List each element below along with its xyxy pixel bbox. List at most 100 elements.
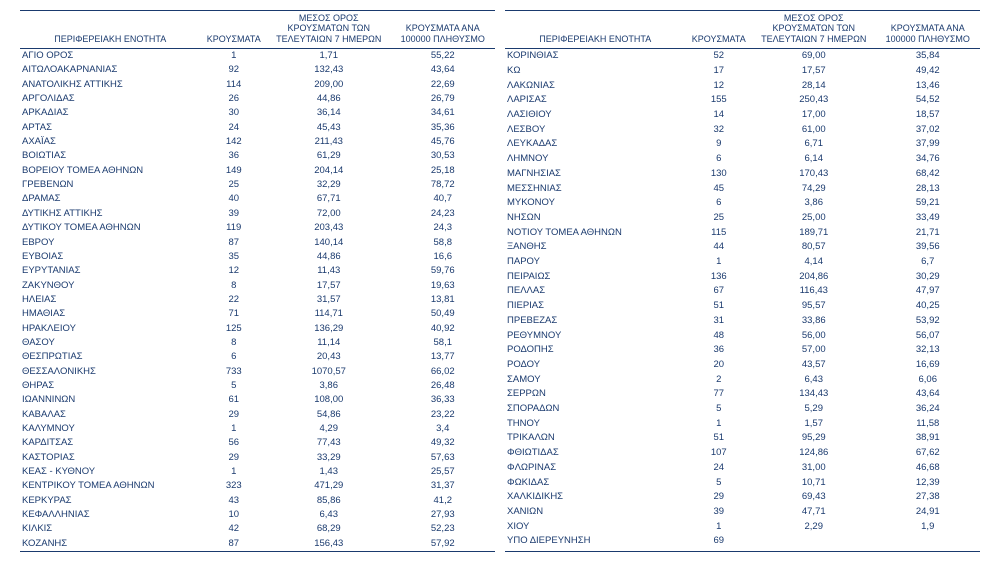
- cell-region: ΘΗΡΑΣ: [20, 379, 201, 393]
- cell-cases: 36: [201, 149, 268, 163]
- table-row: ΞΑΝΘΗΣ4480,5739,56: [505, 240, 980, 255]
- table-row: ΣΕΡΡΩΝ77134,4343,64: [505, 387, 980, 402]
- cell-cases: 22: [201, 293, 268, 307]
- cell-region: ΠΡΕΒΕΖΑΣ: [505, 314, 686, 329]
- cell-cases: 52: [686, 49, 753, 64]
- cell-per100k: 23,22: [391, 408, 496, 422]
- table-row: ΝΗΣΩΝ2525,0033,49: [505, 211, 980, 226]
- cell-region: ΡΟΔΟΥ: [505, 358, 686, 373]
- cell-per100k: 47,97: [876, 284, 981, 299]
- cell-avg7: 209,00: [267, 78, 391, 92]
- cell-region: ΤΗΝΟΥ: [505, 417, 686, 432]
- table-row: ΠΕΛΛΑΣ67116,4347,97: [505, 284, 980, 299]
- cell-avg7: 80,57: [752, 240, 876, 255]
- cell-cases: 29: [686, 490, 753, 505]
- table-row: ΡΟΔΟΠΗΣ3657,0032,13: [505, 343, 980, 358]
- cell-cases: 6: [201, 350, 268, 364]
- cell-per100k: 55,22: [391, 49, 496, 64]
- cell-cases: 51: [686, 431, 753, 446]
- cell-cases: 29: [201, 408, 268, 422]
- cell-avg7: 132,43: [267, 63, 391, 77]
- cell-per100k: 50,49: [391, 307, 496, 321]
- cell-per100k: 24,3: [391, 221, 496, 235]
- table-row: ΛΕΣΒΟΥ3261,0037,02: [505, 123, 980, 138]
- cell-cases: 17: [686, 64, 753, 79]
- cell-per100k: 11,58: [876, 417, 981, 432]
- cell-per100k: 16,69: [876, 358, 981, 373]
- cell-per100k: 33,49: [876, 211, 981, 226]
- cell-per100k: 39,56: [876, 240, 981, 255]
- cell-region: ΚΩ: [505, 64, 686, 79]
- cell-region: ΘΕΣΠΡΩΤΙΑΣ: [20, 350, 201, 364]
- cell-region: ΣΕΡΡΩΝ: [505, 387, 686, 402]
- cell-region: ΒΟΙΩΤΙΑΣ: [20, 149, 201, 163]
- cell-avg7: 204,14: [267, 164, 391, 178]
- cell-region: ΧΑΛΚΙΔΙΚΗΣ: [505, 490, 686, 505]
- table-row: ΙΩΑΝΝΙΝΩΝ61108,0036,33: [20, 393, 495, 407]
- cell-region: ΣΠΟΡΑΔΩΝ: [505, 402, 686, 417]
- cell-per100k: 66,02: [391, 365, 496, 379]
- cell-cases: 130: [686, 167, 753, 182]
- cell-cases: 30: [201, 106, 268, 120]
- cell-cases: 1: [201, 465, 268, 479]
- cell-avg7: 6,14: [752, 152, 876, 167]
- table-row: ΚΕΝΤΡΙΚΟΥ ΤΟΜΕΑ ΑΘΗΝΩΝ323471,2931,37: [20, 479, 495, 493]
- right-table: ΠΕΡΙΦΕΡΕΙΑΚΗ ΕΝΟΤΗΤΑ ΚΡΟΥΣΜΑΤΑ ΜΕΣΟΣ ΟΡΟ…: [505, 10, 980, 552]
- cell-per100k: 30,53: [391, 149, 496, 163]
- table-row: ΚΑΣΤΟΡΙΑΣ2933,2957,63: [20, 451, 495, 465]
- cell-cases: 35: [201, 250, 268, 264]
- cell-per100k: 49,32: [391, 436, 496, 450]
- cell-avg7: 116,43: [752, 284, 876, 299]
- cell-avg7: 85,86: [267, 494, 391, 508]
- cell-region: ΚΕΝΤΡΙΚΟΥ ΤΟΜΕΑ ΑΘΗΝΩΝ: [20, 479, 201, 493]
- cell-region: ΑΡΤΑΣ: [20, 121, 201, 135]
- cell-avg7: 67,71: [267, 192, 391, 206]
- cell-per100k: 40,92: [391, 322, 496, 336]
- col-region: ΠΕΡΙΦΕΡΕΙΑΚΗ ΕΝΟΤΗΤΑ: [505, 11, 686, 49]
- cell-avg7: 95,29: [752, 431, 876, 446]
- cell-per100k: 13,46: [876, 78, 981, 93]
- cell-per100k: 53,92: [876, 314, 981, 329]
- cell-per100k: 27,38: [876, 490, 981, 505]
- cell-per100k: 12,39: [876, 475, 981, 490]
- cell-region: ΧΙΟΥ: [505, 520, 686, 535]
- table-row: ΚΕΡΚΥΡΑΣ4385,8641,2: [20, 494, 495, 508]
- cell-avg7: 44,86: [267, 92, 391, 106]
- cell-region: ΓΡΕΒΕΝΩΝ: [20, 178, 201, 192]
- cell-avg7: 95,57: [752, 299, 876, 314]
- cell-region: ΔΡΑΜΑΣ: [20, 192, 201, 206]
- cell-region: ΚΑΛΥΜΝΟΥ: [20, 422, 201, 436]
- table-row: ΒΟΡΕΙΟΥ ΤΟΜΕΑ ΑΘΗΝΩΝ149204,1425,18: [20, 164, 495, 178]
- cell-cases: 10: [201, 508, 268, 522]
- table-row: ΕΥΒΟΙΑΣ3544,8616,6: [20, 250, 495, 264]
- cell-cases: 43: [201, 494, 268, 508]
- cell-avg7: 31,57: [267, 293, 391, 307]
- table-row: ΛΗΜΝΟΥ66,1434,76: [505, 152, 980, 167]
- cell-region: ΘΕΣΣΑΛΟΝΙΚΗΣ: [20, 365, 201, 379]
- cell-region: ΛΗΜΝΟΥ: [505, 152, 686, 167]
- cell-region: ΚΙΛΚΙΣ: [20, 522, 201, 536]
- cell-region: ΚΕΑΣ - ΚΥΘΝΟΥ: [20, 465, 201, 479]
- table-row: ΜΕΣΣΗΝΙΑΣ4574,2928,13: [505, 181, 980, 196]
- cell-cases: 32: [686, 123, 753, 138]
- cell-region: ΣΑΜΟΥ: [505, 373, 686, 388]
- cell-per100k: 6,7: [876, 255, 981, 270]
- cell-per100k: 26,48: [391, 379, 496, 393]
- cell-avg7: 44,86: [267, 250, 391, 264]
- table-row: ΓΡΕΒΕΝΩΝ2532,2978,72: [20, 178, 495, 192]
- table-row: ΑΡΚΑΔΙΑΣ3036,1434,61: [20, 106, 495, 120]
- table-row: ΝΟΤΙΟΥ ΤΟΜΕΑ ΑΘΗΝΩΝ115189,7121,71: [505, 225, 980, 240]
- cell-cases: 1: [686, 520, 753, 535]
- cell-avg7: 45,43: [267, 121, 391, 135]
- right-body: ΚΟΡΙΝΘΙΑΣ5269,0035,84ΚΩ1717,5749,42ΛΑΚΩΝ…: [505, 49, 980, 552]
- table-row: ΖΑΚΥΝΘΟΥ817,5719,63: [20, 279, 495, 293]
- cell-cases: 125: [201, 322, 268, 336]
- cell-region: ΦΘΙΩΤΙΔΑΣ: [505, 446, 686, 461]
- table-row: ΑΝΑΤΟΛΙΚΗΣ ΑΤΤΙΚΗΣ114209,0022,69: [20, 78, 495, 92]
- cell-per100k: 57,92: [391, 537, 496, 552]
- cell-per100k: 40,25: [876, 299, 981, 314]
- cell-avg7: 6,43: [267, 508, 391, 522]
- table-row: ΚΑΒΑΛΑΣ2954,8623,22: [20, 408, 495, 422]
- cell-cases: 51: [686, 299, 753, 314]
- cell-avg7: 69,43: [752, 490, 876, 505]
